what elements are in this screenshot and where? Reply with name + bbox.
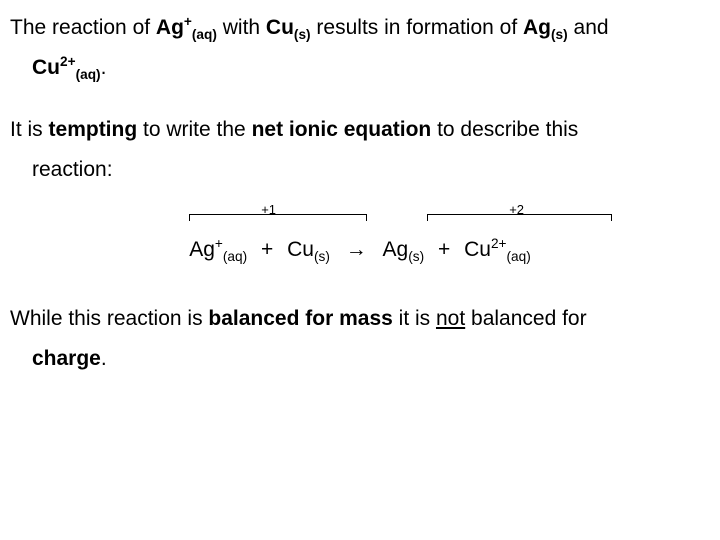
text: it is	[393, 307, 436, 330]
para1-line2: Cu2+(aq).	[10, 48, 710, 88]
eq-cu2-plus: Cu2+(aq)	[464, 230, 531, 270]
text: balanced for	[465, 307, 586, 330]
para3-line2: charge.	[10, 339, 710, 379]
eq-plus-2: +	[430, 230, 458, 270]
bracket-left	[189, 214, 367, 225]
bracket-right	[427, 214, 612, 225]
species-ag-plus: Ag+(aq)	[156, 16, 217, 39]
bold-net-ionic: net ionic equation	[252, 118, 432, 141]
paragraph-balance: While this reaction is balanced for mass…	[10, 299, 710, 379]
species-cu2-plus: Cu2+(aq)	[32, 56, 101, 79]
bold-tempting: tempting	[49, 118, 138, 141]
paragraph-reaction: The reaction of Ag+(aq) with Cu(s) resul…	[10, 8, 710, 88]
text: results in formation of	[311, 16, 523, 39]
para2-line2: reaction:	[10, 150, 710, 190]
text: to describe this	[431, 118, 578, 141]
text: to write the	[137, 118, 251, 141]
equation-line: +1 +2 Ag+(aq) + Cu(s) → Ag(s) + Cu2+(aq)	[189, 230, 531, 270]
text: .	[101, 56, 107, 79]
eq-arrow: →	[336, 230, 377, 270]
text: The reaction of	[10, 16, 156, 39]
species-ag-s: Ag(s)	[523, 16, 568, 39]
text: While this reaction is	[10, 307, 208, 330]
underline-not: not	[436, 307, 465, 330]
text: .	[101, 347, 107, 370]
bold-balanced-mass: balanced for mass	[208, 307, 392, 330]
eq-plus-1: +	[253, 230, 281, 270]
paragraph-tempting: It is tempting to write the net ionic eq…	[10, 110, 710, 190]
eq-cu-s: Cu(s)	[287, 230, 330, 270]
bold-charge: charge	[32, 347, 101, 370]
equation-block: +1 +2 Ag+(aq) + Cu(s) → Ag(s) + Cu2+(aq)	[10, 230, 710, 270]
eq-ag-s: Ag(s)	[383, 230, 425, 270]
text: It is	[10, 118, 49, 141]
eq-ag-plus: Ag+(aq)	[189, 230, 247, 270]
text: reaction:	[32, 158, 113, 181]
text: with	[217, 16, 266, 39]
text: and	[568, 16, 609, 39]
species-cu-s: Cu(s)	[266, 16, 311, 39]
